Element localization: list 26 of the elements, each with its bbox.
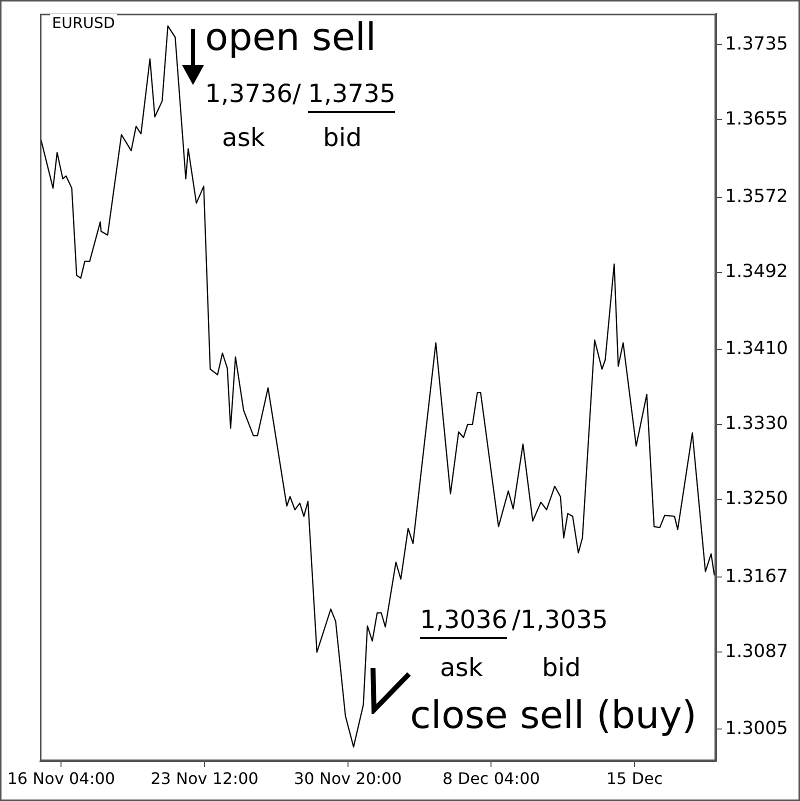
y-tick-label: 1.3250	[725, 488, 788, 510]
y-tick-label: 1.3655	[725, 108, 788, 130]
annotation: open sell	[205, 15, 376, 60]
y-tick-label: 1.3330	[725, 413, 788, 434]
x-tick-label: 16 Nov 04:00	[7, 768, 116, 788]
annotation: ask	[440, 653, 483, 683]
y-tick-label: 1.3572	[725, 186, 788, 208]
y-tick-label: 1.3005	[725, 718, 788, 739]
annotation: 1,3735	[308, 79, 396, 113]
x-tick-label: 8 Dec 04:00	[442, 768, 540, 788]
annotation: close sell (buy)	[410, 693, 697, 738]
x-tick-label: 23 Nov 12:00	[150, 768, 258, 788]
x-tick-label: 15 Dec	[606, 768, 663, 788]
chart-title: EURUSD	[50, 14, 117, 32]
x-tick-label: 30 Nov 20:00	[294, 768, 402, 788]
y-tick-label: 1.3735	[725, 33, 788, 54]
annotation: ask	[222, 123, 265, 153]
y-tick-label: 1.3087	[725, 640, 788, 662]
y-tick-label: 1.3167	[725, 566, 788, 587]
annotation: /1,3035	[512, 605, 608, 635]
y-tick-label: 1.3410	[725, 338, 788, 360]
annotation: 1,3036	[420, 605, 508, 639]
y-tick-label: 1.3492	[725, 261, 788, 282]
annotation: bid	[542, 653, 581, 683]
annotation: bid	[323, 123, 362, 153]
annotation: 1,3736/	[205, 79, 301, 109]
